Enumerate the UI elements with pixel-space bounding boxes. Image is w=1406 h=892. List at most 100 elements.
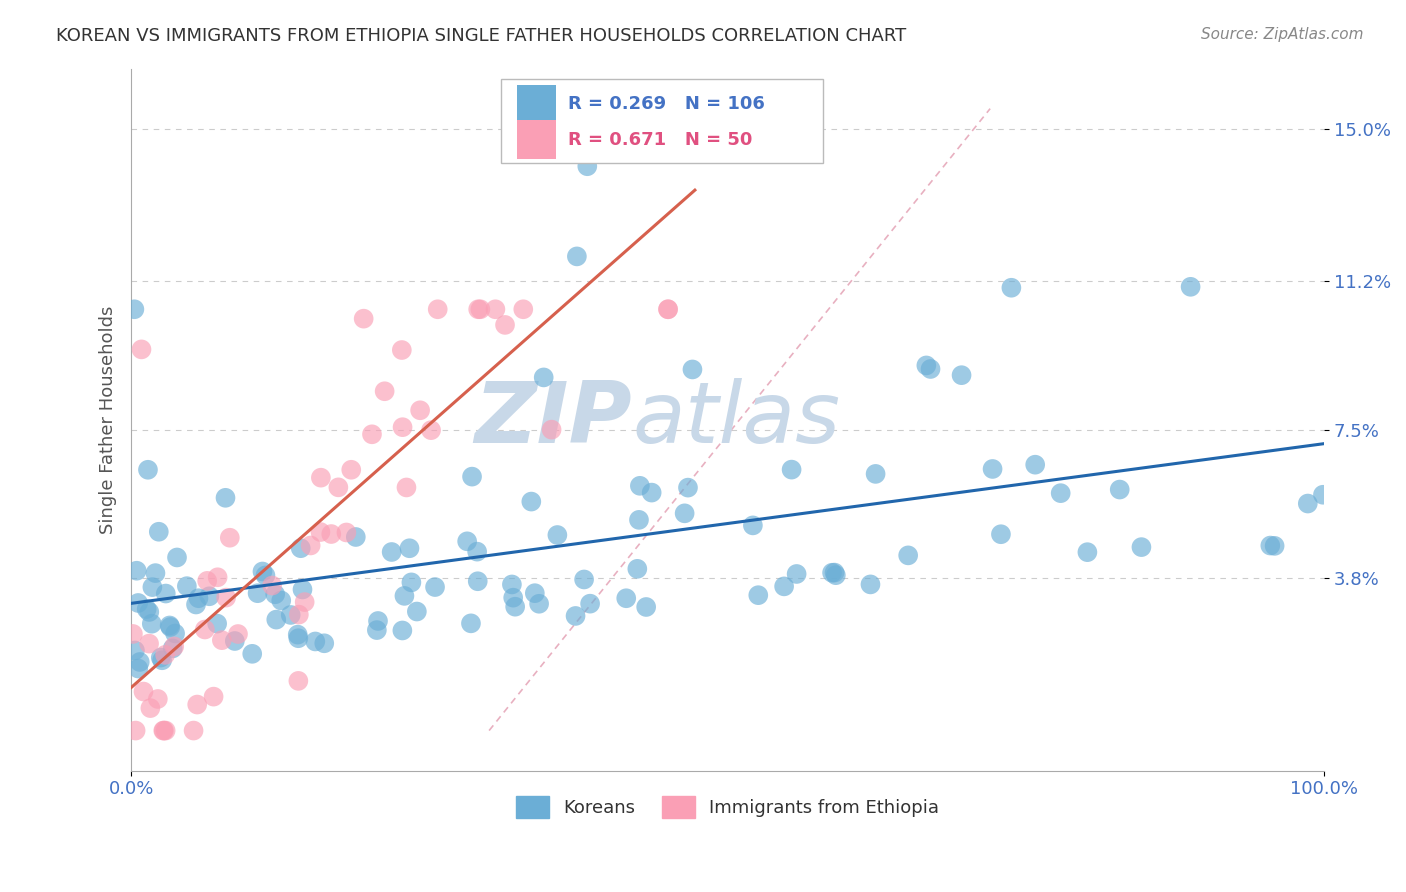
Point [290, 541, 312, 556]
Point [1049, 486, 1071, 500]
Point [280, 607, 302, 622]
Point [340, 463, 363, 477]
Point [981, 462, 1004, 476]
Point [564, 609, 586, 624]
Point [420, 423, 443, 437]
Point [152, 723, 174, 738]
Point [897, 549, 920, 563]
Point [159, 620, 181, 634]
Point [395, 480, 418, 494]
Point [401, 575, 423, 590]
Point [467, 302, 489, 317]
Point [546, 528, 568, 542]
Point [155, 586, 177, 600]
Point [576, 159, 599, 173]
Point [456, 534, 478, 549]
Point [423, 580, 446, 594]
Y-axis label: Single Father Households: Single Father Households [100, 305, 117, 533]
Point [135, 602, 157, 616]
Point [627, 513, 650, 527]
Point [202, 690, 225, 704]
Point [128, 655, 150, 669]
Point [138, 605, 160, 619]
Point [246, 586, 269, 600]
Point [162, 641, 184, 656]
Point [270, 593, 292, 607]
Point [287, 673, 309, 688]
Point [1264, 539, 1286, 553]
Point [636, 599, 658, 614]
Point [501, 577, 523, 591]
Point [344, 530, 367, 544]
Point [394, 589, 416, 603]
Point [211, 633, 233, 648]
Point [321, 527, 343, 541]
Point [262, 578, 284, 592]
Point [146, 692, 169, 706]
Point [824, 566, 846, 580]
Point [520, 494, 543, 508]
Point [166, 550, 188, 565]
Point [353, 311, 375, 326]
Point [915, 359, 938, 373]
Point [673, 506, 696, 520]
Point [254, 568, 277, 582]
Point [460, 616, 482, 631]
Point [657, 302, 679, 317]
Point [252, 565, 274, 579]
Point [1000, 281, 1022, 295]
Point [391, 343, 413, 357]
Point [124, 302, 146, 317]
Point [150, 653, 173, 667]
Point [309, 470, 332, 484]
Point [141, 580, 163, 594]
Point [288, 607, 311, 622]
Point [198, 589, 221, 603]
Point [533, 370, 555, 384]
Point [1312, 488, 1334, 502]
Point [824, 568, 846, 582]
Point [183, 723, 205, 738]
Point [186, 698, 208, 712]
Point [503, 599, 526, 614]
Point [523, 586, 546, 600]
Point [218, 531, 240, 545]
Point [398, 541, 420, 556]
Text: KOREAN VS IMMIGRANTS FROM ETHIOPIA SINGLE FATHER HOUSEHOLDS CORRELATION CHART: KOREAN VS IMMIGRANTS FROM ETHIOPIA SINGL… [56, 27, 907, 45]
Point [1024, 458, 1046, 472]
Point [657, 302, 679, 317]
Point [391, 420, 413, 434]
Point [163, 640, 186, 654]
Point [640, 485, 662, 500]
Point [127, 661, 149, 675]
Text: Source: ZipAtlas.com: Source: ZipAtlas.com [1201, 27, 1364, 42]
Point [614, 591, 637, 606]
Point [264, 587, 287, 601]
Point [127, 596, 149, 610]
Point [1296, 497, 1319, 511]
Point [426, 302, 449, 317]
Point [747, 588, 769, 602]
FancyBboxPatch shape [516, 120, 555, 159]
Point [780, 462, 803, 476]
Point [141, 616, 163, 631]
Point [865, 467, 887, 481]
Point [299, 539, 322, 553]
Point [194, 623, 217, 637]
Point [409, 403, 432, 417]
Point [484, 302, 506, 317]
Point [335, 525, 357, 540]
Point [205, 616, 228, 631]
Text: R = 0.269   N = 106: R = 0.269 N = 106 [568, 95, 765, 113]
Point [176, 579, 198, 593]
Point [148, 524, 170, 539]
Point [240, 647, 263, 661]
Text: atlas: atlas [633, 378, 841, 461]
Point [155, 723, 177, 738]
Point [195, 574, 218, 588]
Point [139, 701, 162, 715]
Text: R = 0.671   N = 50: R = 0.671 N = 50 [568, 131, 752, 149]
Point [467, 574, 489, 589]
Point [291, 582, 314, 597]
Point [565, 249, 588, 263]
